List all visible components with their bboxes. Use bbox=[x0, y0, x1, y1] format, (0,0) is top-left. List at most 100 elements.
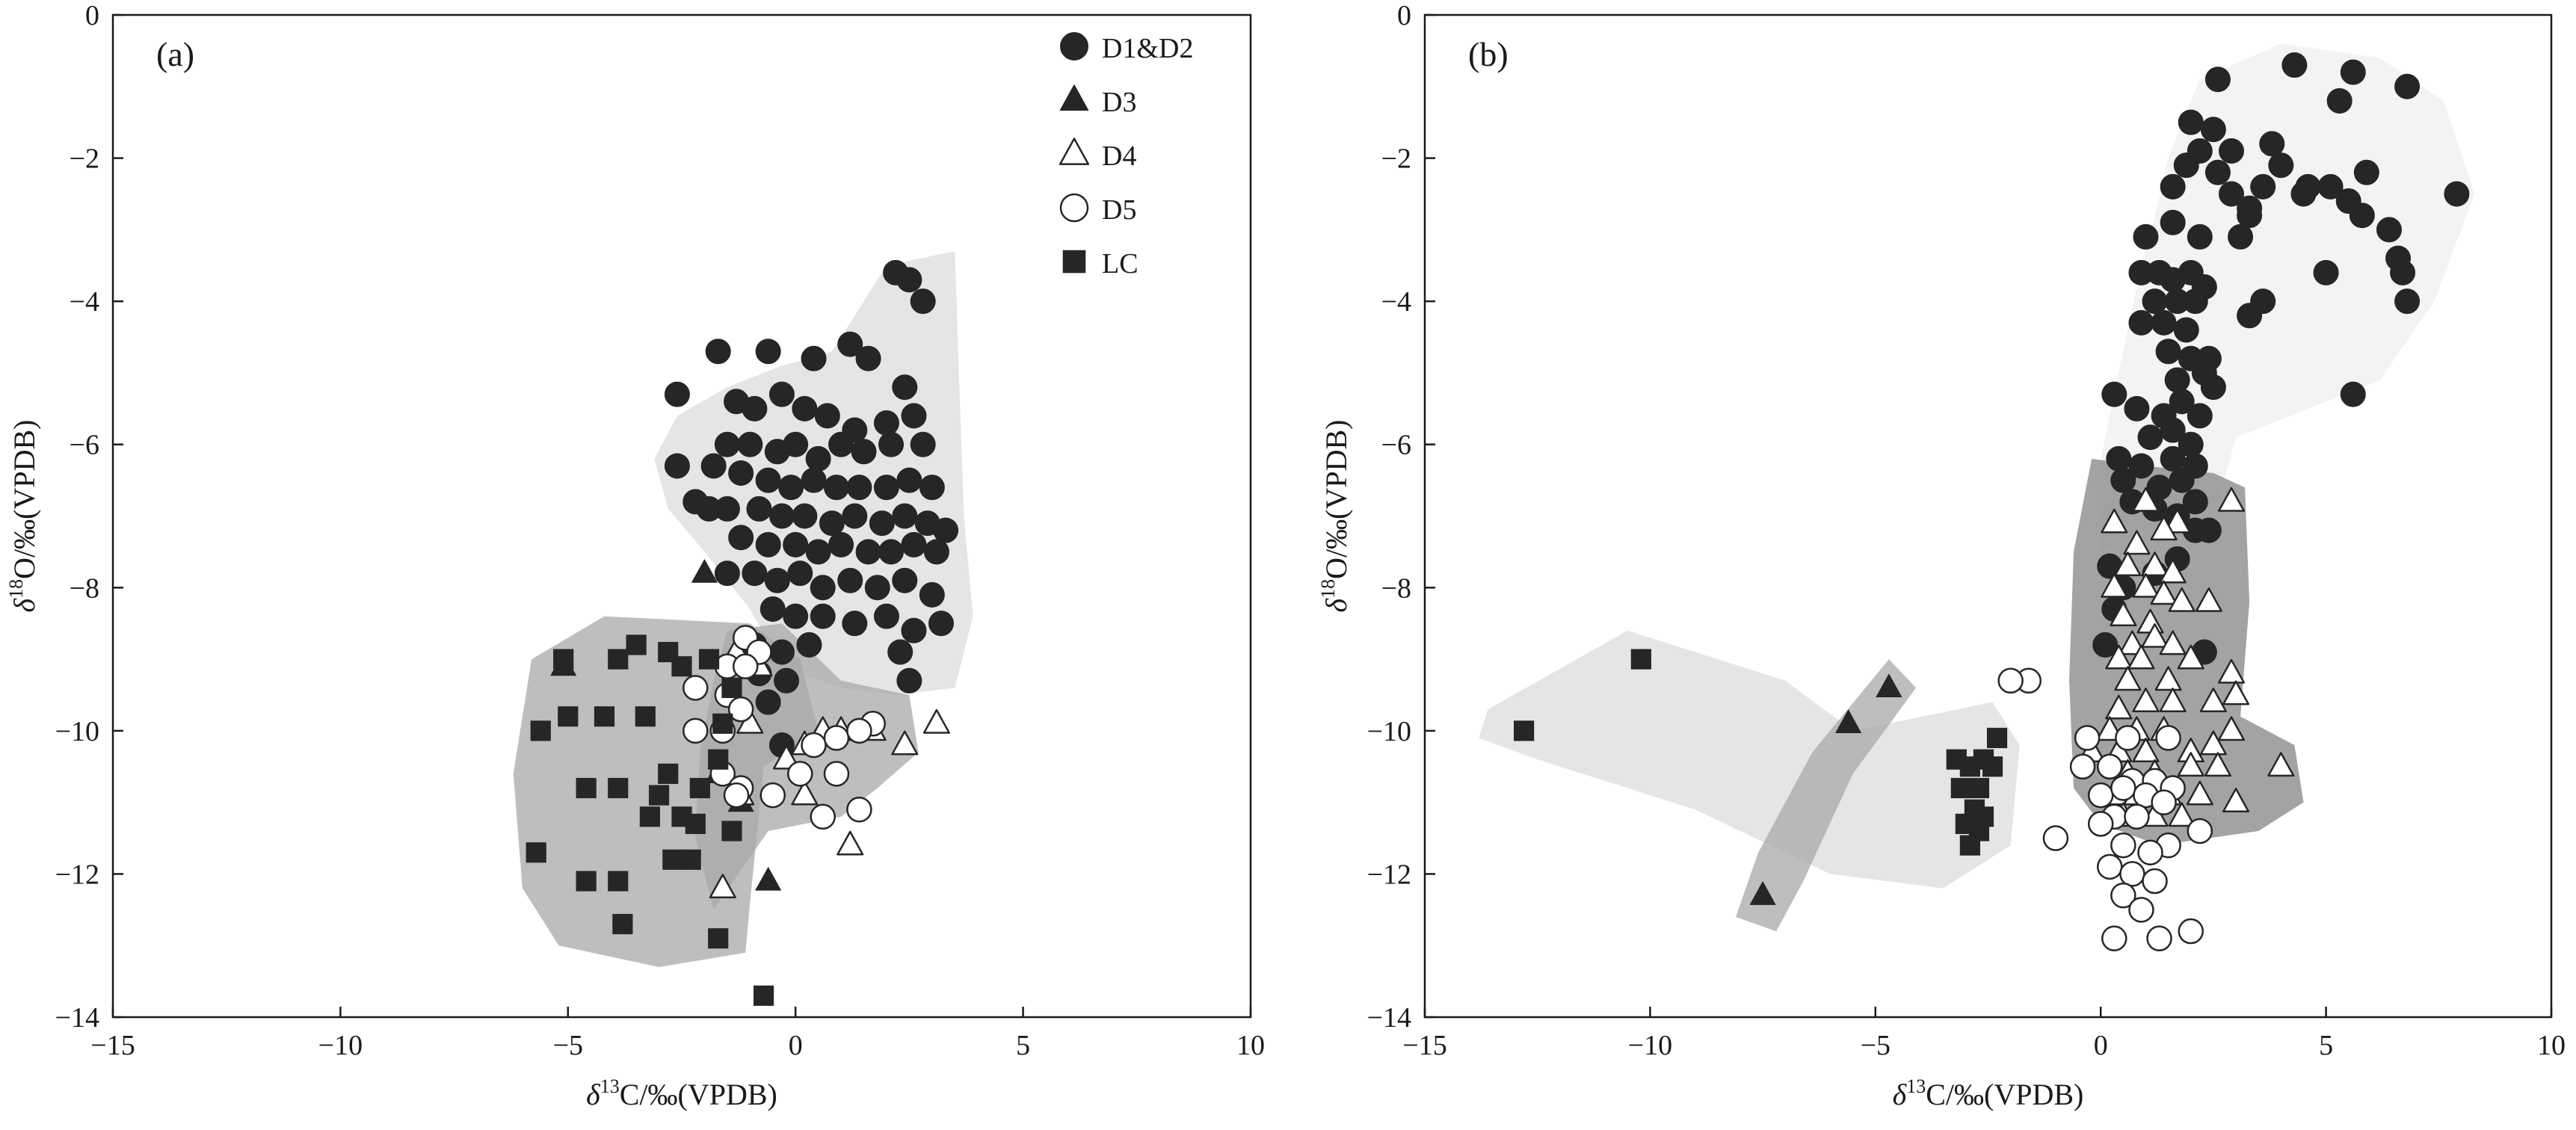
panel-a-point-d1d2-12 bbox=[768, 381, 795, 407]
panel-a-point-d1d2-53 bbox=[805, 539, 831, 565]
panel-b-x-tick-label: 5 bbox=[2319, 1030, 2333, 1061]
panel-a-point-d1d2-77 bbox=[796, 632, 822, 658]
panel-b-point-d4-17 bbox=[2141, 623, 2169, 648]
panel-b-point-d4-33 bbox=[2217, 716, 2246, 741]
panel-a-point-d1d2-73 bbox=[901, 617, 927, 643]
legend-marker-lc bbox=[1062, 250, 1086, 274]
panel-b-point-d4-14 bbox=[2110, 602, 2137, 627]
panel-a-point-d5-15 bbox=[759, 782, 786, 809]
panel-b-point-d4-0 bbox=[2132, 487, 2160, 512]
panel-b-point-d4-3 bbox=[2163, 508, 2191, 534]
panel-b-frame bbox=[1423, 13, 2553, 1019]
panel-b-point-d1d2-57 bbox=[2340, 381, 2366, 407]
panel-a-y-tick-label: −6 bbox=[70, 430, 99, 461]
panel-b-point-d1d2-10 bbox=[2173, 152, 2199, 179]
panel-b-point-d5-16 bbox=[2087, 811, 2114, 837]
panel-a-point-d1d2-72 bbox=[873, 603, 899, 629]
panel-b-point-d4-4 bbox=[2123, 530, 2151, 555]
panel-b-point-d5-6 bbox=[2097, 753, 2123, 779]
panel-b-point-d1d2-60 bbox=[2137, 424, 2163, 451]
panel-a-y-tick-label: −8 bbox=[70, 572, 99, 604]
panel-b-point-d5-21 bbox=[2137, 839, 2163, 865]
panel-b-point-d1d2-74 bbox=[2196, 517, 2222, 543]
panel-a-point-d1d2-16 bbox=[873, 410, 899, 436]
panel-a-point-d1d2-60 bbox=[742, 561, 768, 587]
legend-label-d3: D3 bbox=[1102, 87, 1136, 118]
panel-b-point-d1d2-44 bbox=[2128, 309, 2154, 336]
panel-a-y-axis-title: δ18O/‰(VPDB) bbox=[5, 420, 41, 613]
panel-b-point-d4-11 bbox=[2150, 580, 2178, 605]
panel-a-x-tick-label: −5 bbox=[553, 1030, 583, 1061]
panel-b-point-d4-13 bbox=[2195, 587, 2222, 612]
panel-a-point-d1d2-35 bbox=[873, 475, 899, 501]
panel-a-point-d1d2-37 bbox=[919, 475, 945, 501]
panel-a-point-d1d2-6 bbox=[837, 331, 863, 357]
panel-b-point-d5-22 bbox=[2097, 853, 2123, 880]
panel-b-point-d4-47 bbox=[2186, 780, 2213, 806]
panel-a-point-lc-29 bbox=[753, 985, 774, 1006]
panel-a-point-d1d2-64 bbox=[837, 567, 863, 593]
panel-b-point-d1d2-63 bbox=[2160, 445, 2186, 472]
panel-b-point-d1d2-11 bbox=[2204, 159, 2231, 185]
panel-b-y-tick-label: −2 bbox=[1381, 143, 1411, 175]
panel-b-point-d5-28 bbox=[2146, 925, 2172, 951]
panel-a-point-d1d2-56 bbox=[878, 539, 905, 565]
panel-b-point-d1d2-59 bbox=[2160, 417, 2186, 443]
panel-a-point-d1d2-44 bbox=[842, 503, 868, 529]
panel-b-point-d1d2-58 bbox=[2101, 381, 2127, 407]
panel-a-point-d1d2-26 bbox=[910, 431, 936, 457]
panel-a-point-d5-20 bbox=[846, 796, 872, 823]
panel-a-point-d1d2-14 bbox=[814, 403, 840, 429]
panel-a-x-tick-label: 0 bbox=[789, 1030, 803, 1061]
legend-label-d4: D4 bbox=[1102, 141, 1136, 172]
panel-a-point-lc-5 bbox=[553, 649, 574, 670]
panel-b-point-d1d2-62 bbox=[2128, 453, 2154, 479]
panel-a-point-d1d2-66 bbox=[892, 567, 918, 593]
panel-a-point-d5-18 bbox=[723, 782, 750, 809]
panel-b-point-d4-43 bbox=[2267, 752, 2295, 777]
panel-a-point-d1d2-7 bbox=[855, 345, 881, 371]
legend-label-lc: LC bbox=[1102, 248, 1138, 280]
panel-a-point-d1d2-68 bbox=[759, 596, 786, 623]
panel-b-point-lc-13 bbox=[1959, 835, 1980, 856]
panel-a-point-d1d2-4 bbox=[755, 339, 781, 365]
panel-b-point-d1d2-0 bbox=[2204, 67, 2231, 93]
panel-a-point-d1d2-22 bbox=[805, 445, 831, 472]
panel-a-point-d1d2-23 bbox=[828, 431, 854, 457]
panel-a-point-d1d2-62 bbox=[787, 561, 813, 587]
panel-a-point-d1d2-43 bbox=[819, 510, 845, 537]
panel-b-x-tick-label: −15 bbox=[1402, 1030, 1446, 1061]
panel-a-point-d1d2-65 bbox=[864, 575, 890, 601]
legend: D1&D2 D3 D4 D5 LC bbox=[1059, 32, 1193, 280]
panel-b-point-d1d2-46 bbox=[2173, 317, 2199, 343]
panel-a-point-lc-4 bbox=[698, 649, 720, 670]
panel-b-point-d5-3 bbox=[2115, 725, 2141, 751]
panel-a-point-d1d2-19 bbox=[737, 431, 763, 457]
panel-a-point-lc-15 bbox=[576, 777, 597, 799]
panel-b-point-d3-2 bbox=[1749, 881, 1776, 905]
panel-b-y-tick-label: −10 bbox=[1367, 716, 1411, 747]
legend-marker-d4 bbox=[1059, 138, 1090, 165]
panel-a-y-tick-label: 0 bbox=[85, 0, 99, 31]
panel-a-point-d5-7 bbox=[682, 717, 709, 744]
panel-b-point-d1d2-54 bbox=[2187, 403, 2213, 429]
panel-b-point-d1d2-8 bbox=[2259, 131, 2285, 157]
panel-b-point-d4-26 bbox=[2105, 694, 2133, 720]
panel-b-point-lc-8 bbox=[1968, 777, 1990, 799]
panel-a-point-lc-9 bbox=[635, 706, 656, 727]
panel-b-point-d5-27 bbox=[2101, 925, 2127, 951]
panel-a-point-lc-8 bbox=[594, 706, 615, 727]
panel-a-point-d1d2-48 bbox=[933, 517, 959, 543]
panel-b-point-d4-51 bbox=[2168, 802, 2196, 827]
panel-a-point-d1d2-82 bbox=[755, 689, 781, 715]
panel-a-point-d1d2-58 bbox=[923, 539, 949, 565]
panel-b-point-d4-23 bbox=[2154, 666, 2182, 691]
panel-a-point-d4-3 bbox=[772, 744, 801, 770]
panel-a-point-d1d2-13 bbox=[792, 395, 818, 422]
panel-a-point-lc-20 bbox=[685, 813, 706, 834]
panel-b-point-d5-25 bbox=[2110, 882, 2136, 909]
panel-a-point-d1d2-41 bbox=[768, 503, 795, 529]
panel-a-point-d1d2-80 bbox=[774, 667, 800, 694]
panel-b-point-lc-6 bbox=[1982, 756, 2003, 777]
